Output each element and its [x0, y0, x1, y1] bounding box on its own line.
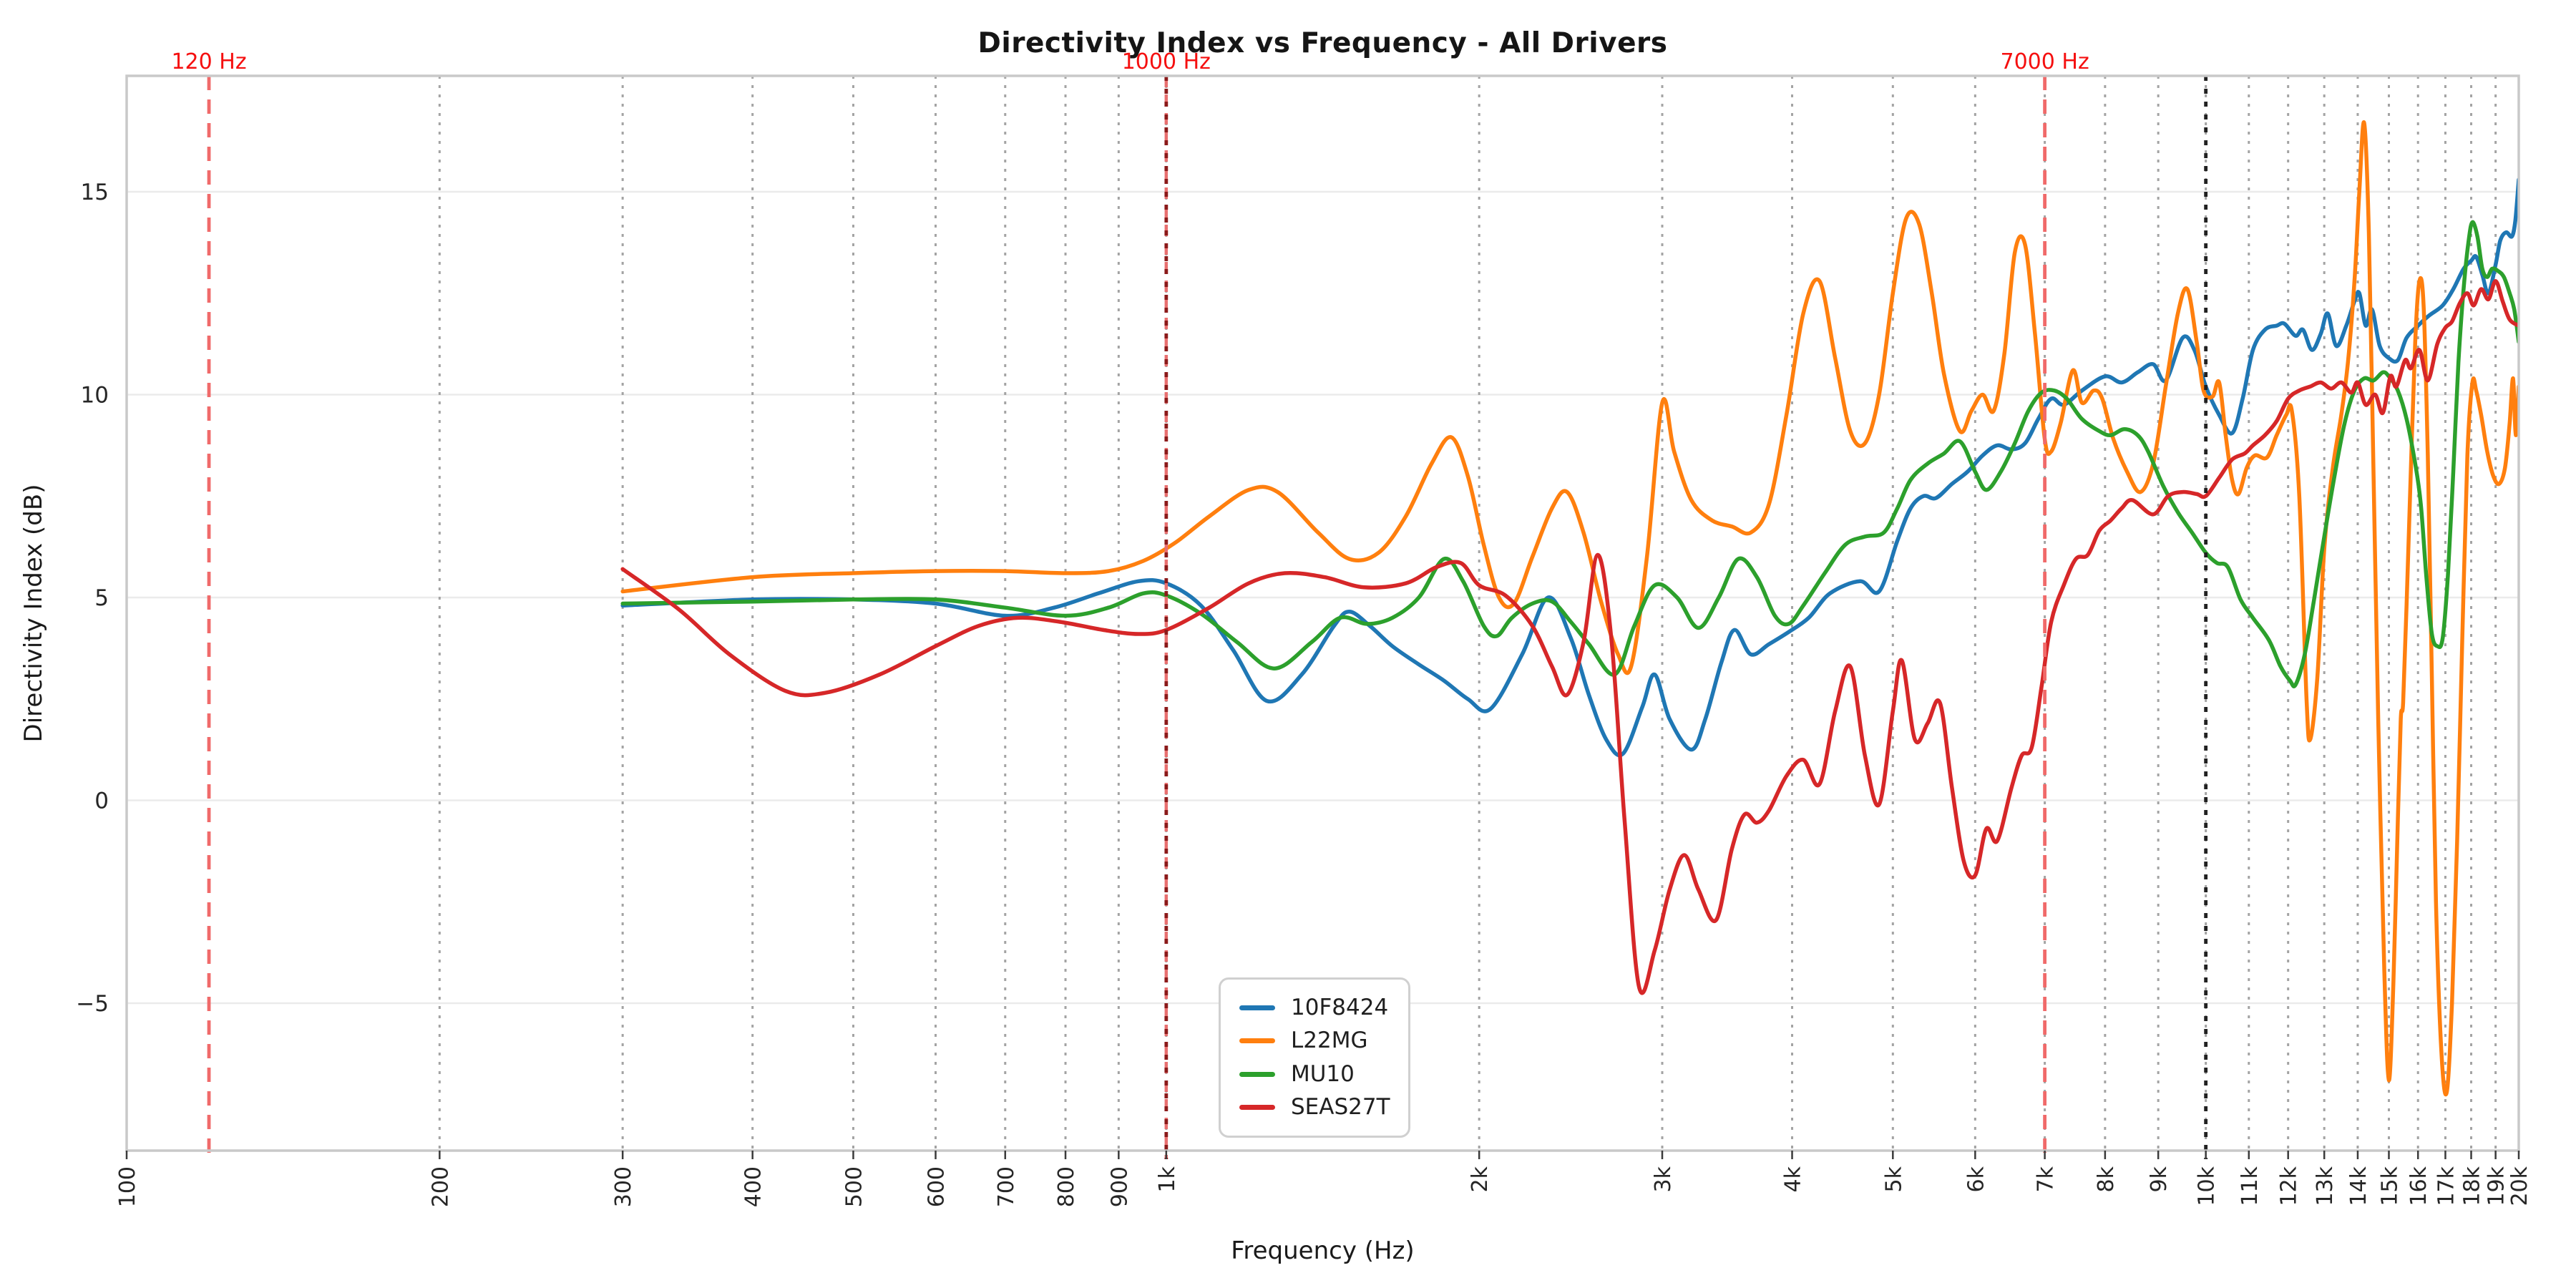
x-tick-label-9k: 9k: [2147, 1166, 2172, 1192]
legend-item-seas27t[interactable]: SEAS27T: [1239, 1096, 1390, 1118]
x-tick-label-15k: 15k: [2377, 1166, 2402, 1206]
x-tick-label-800: 800: [1054, 1166, 1079, 1207]
y-tick-label-5: 5: [94, 585, 109, 611]
legend-label: SEAS27T: [1291, 1093, 1390, 1120]
x-tick-label-1k: 1k: [1155, 1166, 1180, 1192]
refline-label-7000hz: 7000 Hz: [2001, 49, 2089, 74]
x-tick-label-600: 600: [924, 1166, 950, 1207]
series-l22mg: [620, 120, 2519, 1097]
series-seas27t: [620, 278, 2519, 995]
series-10f8424: [620, 177, 2519, 758]
legend-swatch-blue: [1239, 1005, 1275, 1010]
x-tick-label-4k: 4k: [1781, 1166, 1806, 1192]
x-tick-label-17k: 17k: [2434, 1166, 2459, 1206]
y-tick-label-15: 15: [81, 180, 109, 205]
horizontal-gridlines: [127, 190, 2519, 1005]
legend-item-l22mg[interactable]: L22MG: [1239, 1030, 1390, 1052]
legend-label: L22MG: [1291, 1028, 1368, 1054]
y-axis-ticks: −5 0 5 10 15: [76, 180, 109, 1017]
x-tick-label-20k: 20k: [2507, 1166, 2532, 1206]
refline-label-120hz: 120 Hz: [171, 49, 246, 74]
x-axis-ticks: 100 200 300 400 500 600 700 800 900 1k 2k 3k 4k 5k 6k 7…: [115, 1151, 2532, 1207]
legend-label: MU10: [1291, 1060, 1355, 1087]
legend-label: 10F8424: [1291, 995, 1389, 1020]
x-tick-label-7k: 7k: [2034, 1166, 2059, 1192]
x-axis-label: Frequency (Hz): [1231, 1236, 1415, 1265]
legend-item-10f8424[interactable]: 10F8424: [1239, 997, 1390, 1019]
x-tick-label-200: 200: [428, 1166, 453, 1207]
x-tick-label-6k: 6k: [1963, 1166, 1989, 1192]
x-tick-label-900: 900: [1107, 1166, 1132, 1207]
x-tick-label-14k: 14k: [2346, 1166, 2371, 1206]
x-tick-label-400: 400: [741, 1166, 766, 1207]
y-tick-label-10: 10: [81, 383, 109, 409]
x-tick-label-500: 500: [841, 1166, 867, 1207]
refline-label-1000hz: 1000 Hz: [1122, 49, 1211, 74]
x-tick-label-16k: 16k: [2406, 1166, 2431, 1206]
x-tick-label-13k: 13k: [2313, 1166, 2338, 1206]
legend[interactable]: 10F8424 L22MG MU10 SEAS27T: [1219, 977, 1410, 1138]
chart-title: Directivity Index vs Frequency - All Dri…: [977, 27, 1668, 59]
reference-lines: 120 Hz 1000 Hz 7000 Hz: [171, 49, 2208, 1159]
x-tick-label-3k: 3k: [1651, 1166, 1676, 1192]
x-tick-label-8k: 8k: [2094, 1166, 2119, 1192]
legend-swatch-green: [1239, 1071, 1275, 1077]
plot-border: [125, 74, 2520, 1152]
series-mu10: [620, 220, 2519, 688]
y-axis-label: Directivity Index (dB): [19, 484, 48, 743]
x-tick-label-18k: 18k: [2460, 1166, 2485, 1206]
x-tick-label-5k: 5k: [1881, 1166, 1906, 1192]
series-curves: [620, 120, 2519, 1097]
x-tick-label-10k: 10k: [2195, 1166, 2220, 1206]
x-tick-label-300: 300: [611, 1166, 636, 1207]
x-tick-label-12k: 12k: [2277, 1166, 2302, 1206]
x-tick-label-19k: 19k: [2484, 1166, 2509, 1206]
x-tick-label-2k: 2k: [1468, 1166, 1493, 1192]
legend-item-mu10[interactable]: MU10: [1239, 1063, 1390, 1085]
y-tick-label--5: −5: [76, 991, 109, 1017]
x-tick-label-100: 100: [115, 1166, 140, 1207]
x-tick-label-11k: 11k: [2238, 1166, 2263, 1206]
y-tick-label-0: 0: [94, 789, 109, 814]
legend-swatch-orange: [1239, 1038, 1275, 1044]
legend-swatch-red: [1239, 1104, 1275, 1110]
x-tick-label-700: 700: [994, 1166, 1019, 1207]
